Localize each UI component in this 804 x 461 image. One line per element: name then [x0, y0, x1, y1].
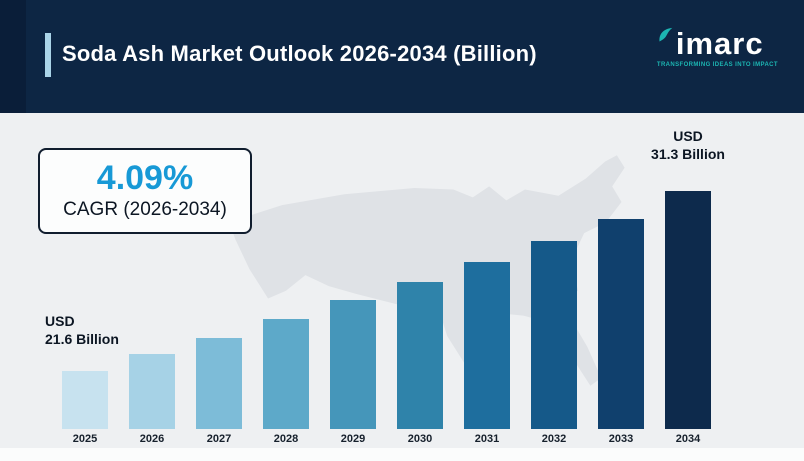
start-value-amount: 21.6 Billion — [45, 330, 119, 347]
bar-2029 — [330, 300, 376, 429]
bar-column-2030: 2030 — [397, 282, 443, 445]
cagr-value: 4.09% — [96, 158, 194, 197]
x-tick-2030: 2030 — [407, 433, 433, 445]
start-value-annotation: USD 21.6 Billion — [45, 313, 119, 348]
x-tick-2029: 2029 — [340, 433, 366, 445]
bar-chart: 2025 2026 2027 2028 2029 2030 2031 2032 2033 2034 — [62, 191, 711, 445]
bar-column-2034: 2034 — [665, 191, 711, 445]
bar-column-2026: 2026 — [129, 354, 175, 445]
bar-2032 — [531, 241, 577, 429]
x-tick-2033: 2033 — [608, 433, 634, 445]
footer-strip — [0, 448, 804, 461]
imarc-flame-icon — [659, 27, 673, 42]
x-tick-2025: 2025 — [72, 433, 98, 445]
imarc-logo: imarc TRANSFORMING IDEAS INTO IMPACT — [656, 26, 778, 68]
imarc-logo-tagline: TRANSFORMING IDEAS INTO IMPACT — [656, 61, 778, 68]
x-tick-2026: 2026 — [139, 433, 165, 445]
end-value-currency: USD — [673, 128, 703, 144]
bar-column-2029: 2029 — [330, 300, 376, 445]
x-tick-2034: 2034 — [675, 433, 701, 445]
start-value-currency: USD — [45, 313, 75, 329]
bar-2033 — [598, 219, 644, 429]
bar-2031 — [464, 262, 510, 429]
cagr-box: 4.09% CAGR (2026-2034) — [38, 148, 252, 234]
cagr-label: CAGR (2026-2034) — [63, 199, 227, 221]
x-tick-2027: 2027 — [206, 433, 232, 445]
bar-column-2033: 2033 — [598, 219, 644, 445]
bar-2028 — [263, 319, 309, 429]
bar-column-2032: 2032 — [531, 241, 577, 445]
end-value-annotation: USD 31.3 Billion — [628, 128, 748, 163]
title-accent-bar — [45, 33, 51, 77]
bar-2025 — [62, 371, 108, 429]
end-value-amount: 31.3 Billion — [651, 145, 725, 162]
bar-2027 — [196, 338, 242, 429]
bar-2030 — [397, 282, 443, 429]
imarc-logo-wordmark: imarc — [657, 26, 778, 61]
page-title: Soda Ash Market Outlook 2026-2034 (Billi… — [62, 41, 537, 66]
bar-column-2025: 2025 — [62, 371, 108, 445]
bar-2034 — [665, 191, 711, 429]
header-left-strip — [0, 0, 26, 113]
x-tick-2031: 2031 — [474, 433, 500, 445]
bar-column-2031: 2031 — [464, 262, 510, 445]
bar-column-2028: 2028 — [263, 319, 309, 445]
bar-2026 — [129, 354, 175, 429]
imarc-logo-text: imarc — [675, 26, 764, 61]
us-map-silhouette — [229, 155, 625, 386]
x-tick-2032: 2032 — [541, 433, 567, 445]
x-tick-2028: 2028 — [273, 433, 299, 445]
header: Soda Ash Market Outlook 2026-2034 (Billi… — [0, 0, 804, 113]
bar-column-2027: 2027 — [196, 338, 242, 445]
